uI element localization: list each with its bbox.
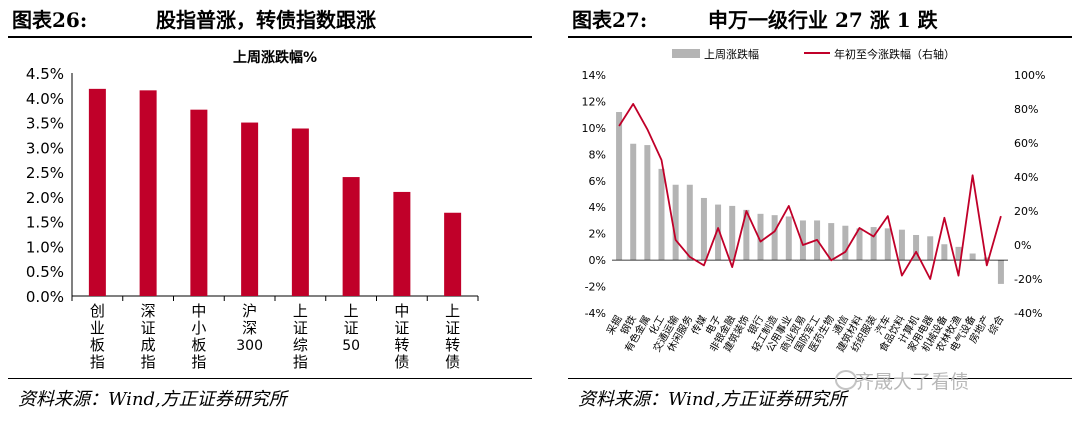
chart2-bar-24 bbox=[941, 244, 948, 261]
wechat-icon bbox=[835, 370, 857, 390]
chart2-right-tick-label: 100% bbox=[1014, 69, 1045, 82]
chart1-category-label: 上证 50 bbox=[342, 302, 360, 354]
index-return-bar-chart: 上周涨跌幅% 0.0% 0.5% 1.0% 1.5% 2.0% 2.5% 3.0% 3.5% 4.… bbox=[26, 49, 479, 371]
figure-27-source: 资料来源：Wind,方正证券研究所 bbox=[578, 389, 847, 410]
legend-bar-label: 上周涨跌幅 bbox=[704, 47, 759, 61]
chart1-bar-5 bbox=[291, 128, 309, 296]
chart1-y-tick-label: 0.0% bbox=[26, 288, 64, 306]
chart1-category-label: 创业板指 bbox=[90, 302, 105, 371]
legend-line-label: 年初至今涨跌幅（右轴） bbox=[834, 47, 955, 61]
chart1-bar-6 bbox=[342, 177, 360, 296]
chart1-bar-7 bbox=[393, 191, 411, 296]
chart2-right-tick-label: 0% bbox=[1014, 239, 1031, 252]
chart1-y-tick-label: 1.0% bbox=[26, 238, 64, 256]
chart2-bar-9 bbox=[729, 205, 736, 261]
figure-27-bottom-rule bbox=[568, 378, 1072, 379]
chart2-left-tick-label: -2% bbox=[585, 281, 606, 294]
chart2-bar-3 bbox=[644, 145, 651, 261]
chart2-bar-23 bbox=[927, 236, 934, 261]
figure-26-title: 股指普涨，转债指数跟涨 bbox=[156, 8, 376, 32]
watermark-text: 齐晟大了看债 bbox=[855, 371, 970, 393]
chart2-bar-14 bbox=[799, 220, 806, 261]
chart1-y-tick-label: 4.5% bbox=[26, 65, 64, 83]
chart2-left-tick-label: 4% bbox=[589, 201, 606, 214]
chart2-left-tick-label: 0% bbox=[589, 254, 606, 267]
chart2-bar-5 bbox=[672, 184, 679, 261]
chart2-right-tick-label: 40% bbox=[1014, 171, 1038, 184]
chart1-category-label: 中小板指 bbox=[191, 302, 206, 371]
chart1-y-tick-label: 0.5% bbox=[26, 263, 64, 281]
chart2-bar-28 bbox=[997, 260, 1004, 284]
chart1-y-tick-label: 2.5% bbox=[26, 164, 64, 182]
chart1-bar-2 bbox=[139, 90, 157, 296]
chart2-left-tick-label: 2% bbox=[589, 228, 606, 241]
chart2-bar-20 bbox=[884, 228, 891, 261]
chart1-title: 上周涨跌幅% bbox=[233, 49, 317, 66]
chart1-y-tick-label: 2.0% bbox=[26, 189, 64, 207]
chart1-y-tick-label: 3.0% bbox=[26, 139, 64, 157]
chart1-y-tick-label: 3.5% bbox=[26, 115, 64, 133]
figure-26-panel: 图表26: 股指普涨，转债指数跟涨 上周涨跌幅% 0.0% 0.5% 1.0% 1.5%… bbox=[8, 8, 532, 410]
chart2-ytd-line bbox=[618, 103, 1002, 280]
chart2-bar-1 bbox=[616, 112, 623, 261]
figure-26-top-rule bbox=[8, 36, 532, 38]
figure-27-label: 图表27: bbox=[572, 8, 648, 32]
chart2-right-tick-label: -40% bbox=[1014, 307, 1042, 320]
chart1-category-label: 上证综指 bbox=[293, 302, 308, 371]
chart2-bar-8 bbox=[715, 204, 722, 261]
chart1-bar-8 bbox=[444, 212, 462, 296]
chart2-bar-25 bbox=[955, 246, 962, 261]
chart2-bar-16 bbox=[828, 223, 835, 261]
chart2-bar-17 bbox=[842, 225, 849, 261]
chart1-y-tick-label: 4.0% bbox=[26, 90, 64, 108]
figure-27-panel: 图表27: 申万一级行业 27 涨 1 跌 上周涨跌幅 年初至今涨跌幅（右轴） -4… bbox=[560, 0, 1080, 427]
figure-27-title: 申万一级行业 27 涨 1 跌 bbox=[708, 8, 938, 32]
chart2-bar-2 bbox=[630, 143, 637, 261]
chart2-left-tick-label: 6% bbox=[589, 175, 606, 188]
chart2-bar-22 bbox=[913, 234, 920, 261]
chart2-bar-19 bbox=[870, 227, 877, 261]
chart2-bar-11 bbox=[757, 213, 764, 261]
legend-bar-swatch bbox=[672, 49, 700, 58]
chart2-bar-13 bbox=[785, 216, 792, 261]
figure-27-top-rule bbox=[568, 36, 1072, 38]
chart2-bar-10 bbox=[743, 209, 750, 261]
figure-26-label: 图表26: bbox=[12, 8, 88, 32]
chart1-bar-4 bbox=[241, 122, 259, 296]
chart2-bar-18 bbox=[856, 228, 863, 261]
chart2-right-tick-label: -20% bbox=[1014, 273, 1042, 286]
chart2-bar-27 bbox=[983, 257, 990, 261]
industry-return-combo-chart: 上周涨跌幅 年初至今涨跌幅（右轴） -4% -2% 0% 2% 4% 6% 8% 10% 12% 14… bbox=[582, 47, 1046, 354]
chart2-bar-21 bbox=[898, 229, 905, 261]
figure-26-bottom-rule bbox=[8, 378, 532, 379]
chart2-right-tick-label: 60% bbox=[1014, 137, 1038, 150]
chart1-category-label: 上证转债 bbox=[445, 302, 460, 371]
chart2-right-tick-label: 80% bbox=[1014, 103, 1038, 116]
figure-26-source: 资料来源：Wind,方正证券研究所 bbox=[18, 389, 287, 410]
chart1-bar-3 bbox=[190, 109, 208, 296]
chart1-category-label: 中证转债 bbox=[394, 302, 409, 371]
chart1-bar-1 bbox=[88, 88, 106, 296]
chart2-bar-6 bbox=[686, 184, 693, 261]
chart2-left-tick-label: 12% bbox=[582, 95, 606, 108]
chart2-left-tick-label: 10% bbox=[582, 122, 606, 135]
chart2-bar-4 bbox=[658, 168, 665, 261]
chart1-category-label: 沪深 300 bbox=[236, 302, 263, 354]
chart1-category-label: 深证成指 bbox=[141, 302, 156, 371]
chart2-left-tick-label: -4% bbox=[585, 307, 606, 320]
chart2-bar-12 bbox=[771, 215, 778, 261]
chart2-bar-7 bbox=[700, 197, 707, 261]
chart2-left-tick-label: 14% bbox=[582, 69, 606, 82]
chart2-right-tick-label: 20% bbox=[1014, 205, 1038, 218]
chart2-left-tick-label: 8% bbox=[589, 148, 606, 161]
chart1-y-tick-label: 1.5% bbox=[26, 214, 64, 232]
chart2-bar-26 bbox=[969, 253, 976, 261]
